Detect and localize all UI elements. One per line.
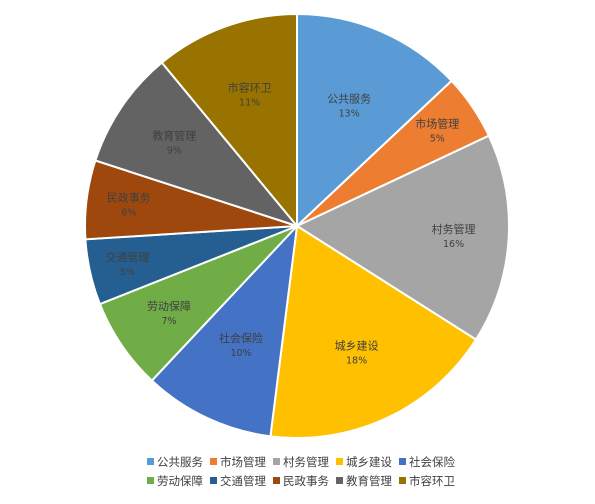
slice-category-label: 市容环卫 (228, 80, 272, 94)
pie-slices (84, 12, 510, 439)
legend-item: 教育管理 (336, 474, 392, 488)
legend-swatch (210, 477, 217, 484)
slice-percent-label: 6% (121, 208, 136, 219)
pie-slice-9 (94, 61, 300, 229)
legend-label: 市场管理 (220, 455, 266, 469)
legend-item: 交通管理 (210, 474, 266, 488)
slice-percent-label: 10% (230, 348, 251, 359)
slice-percent-label: 16% (443, 239, 464, 250)
slice-category-label: 劳动保障 (147, 299, 191, 313)
legend-item: 社会保险 (399, 455, 455, 469)
pie-labels: 公共服务 13% 市场管理 5% 村务管理 16% 城乡建设 18% 社会保险 10% 劳动保障 7%… (105, 80, 475, 366)
slice-percent-label: 7% (161, 316, 176, 327)
legend-label: 市容环卫 (409, 474, 455, 488)
slice-category-label: 民政事务 (107, 191, 151, 205)
slice-percent-label: 9% (167, 146, 182, 157)
legend-item: 村务管理 (273, 455, 329, 469)
legend-label: 民政事务 (283, 474, 329, 488)
pie-slice-5 (150, 223, 299, 438)
legend-item: 民政事务 (273, 474, 329, 488)
legend-label: 村务管理 (283, 455, 329, 469)
legend-swatch (336, 458, 343, 465)
slice-category-label: 教育管理 (152, 129, 196, 143)
legend-swatch (399, 458, 406, 465)
slice-category-label: 社会保险 (219, 331, 263, 345)
pie-slice-10 (160, 12, 298, 229)
slice-category-label: 公共服务 (327, 92, 371, 105)
legend-label: 城乡建设 (346, 455, 392, 469)
legend-swatch (210, 458, 217, 465)
legend-item: 市场管理 (210, 455, 266, 469)
slice-percent-label: 5% (120, 267, 135, 278)
slice-category-label: 交通管理 (105, 250, 149, 264)
legend-item: 劳动保障 (147, 474, 203, 488)
legend-label: 公共服务 (157, 455, 203, 469)
slice-percent-label: 18% (346, 356, 367, 367)
pie-slice-4 (269, 224, 478, 439)
pie-slice-3 (294, 134, 510, 341)
slice-percent-label: 11% (239, 97, 260, 108)
legend-swatch (147, 458, 154, 465)
legend-swatch (336, 477, 343, 484)
pie-slice-1 (296, 12, 453, 229)
legend-item: 城乡建设 (336, 455, 392, 469)
legend-label: 劳动保障 (157, 474, 203, 488)
legend-label: 教育管理 (346, 474, 392, 488)
slice-category-label: 市场管理 (415, 117, 459, 131)
slice-category-label: 村务管理 (432, 222, 476, 236)
slice-percent-label: 5% (430, 134, 445, 145)
legend-swatch (273, 458, 280, 465)
slice-percent-label: 13% (339, 108, 360, 119)
legend-swatch (273, 477, 280, 484)
slice-category-label: 城乡建设 (335, 339, 379, 353)
legend-item: 公共服务 (147, 455, 203, 469)
legend-swatch (147, 477, 154, 484)
legend-item: 市容环卫 (399, 474, 455, 488)
legend-label: 社会保险 (409, 455, 455, 469)
legend-swatch (399, 477, 406, 484)
legend-label: 交通管理 (220, 474, 266, 488)
